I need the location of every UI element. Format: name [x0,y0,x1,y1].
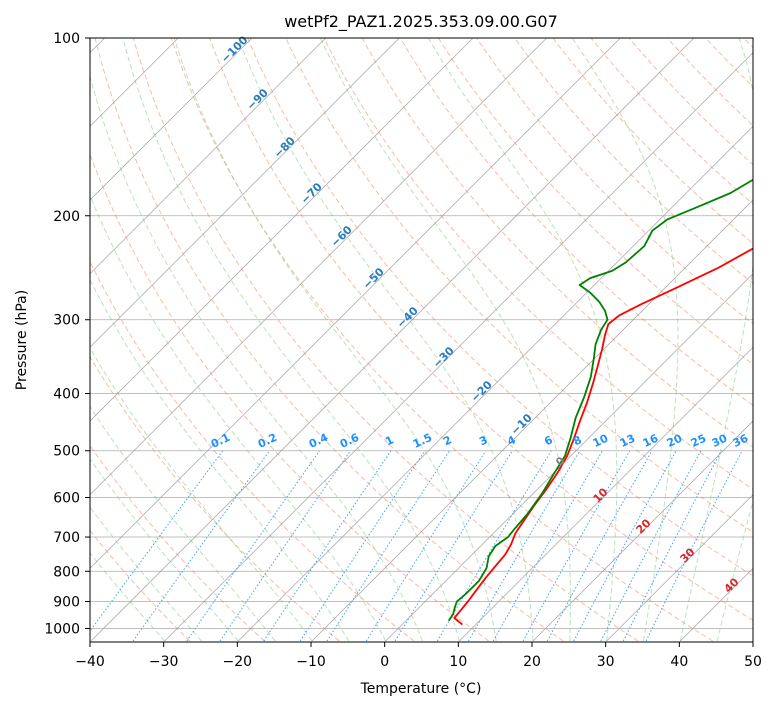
mixing-ratio-line [326,450,451,642]
profile-lines [447,178,753,626]
mixing-ratio-label: 30 [710,432,730,450]
dry-adiabat [285,38,753,533]
mixing-ratio-line [522,450,631,642]
isotherm [90,38,400,348]
x-tick-label: 50 [744,654,762,670]
moist-adiabat [122,38,460,642]
mixing-ratio-label: 16 [641,432,661,450]
moist-adiabat [716,499,753,642]
dry-adiabat [170,38,713,642]
x-tick-label: 30 [597,654,615,670]
isotherm [606,494,753,642]
mixing-ratio-line [365,450,487,642]
y-tick-label: 1000 [44,622,80,638]
isotherm [532,420,753,642]
isotherm [90,38,253,201]
mixing-ratio-label: 10 [591,432,611,450]
dewpoint-line [447,178,753,622]
y-tick-label: 400 [53,387,80,403]
mixing-ratio-line [492,450,603,642]
mixing-ratio-line [299,450,426,642]
moist-adiabat [237,38,534,642]
dry-adiabat [590,38,753,205]
isotherm [164,52,753,642]
moist-adiabat [173,38,497,642]
x-tick-label: −30 [149,654,179,670]
mixing-ratio-line [394,450,513,642]
mixing-ratio-label: 13 [618,432,637,450]
dry-adiabat [552,38,753,245]
isotherm [90,38,547,496]
x-tick-label: 0 [380,654,389,670]
mixing-ratio-line [186,450,321,642]
moist-adiabat [90,278,350,642]
dry-adiabat [247,38,753,577]
isotherm [311,199,753,642]
isotherm [238,125,753,642]
mixing-ratio-label: 20 [665,432,685,450]
y-tick-label: 300 [53,313,80,329]
y-tick-label: 900 [53,594,80,610]
axes: −40 −30 −20 −10 0 10 20 30 40 50 100 200 300 400 500 60… [44,31,762,670]
isotherm [90,38,474,422]
y-tick-label: 200 [53,209,80,225]
x-tick-label: 10 [449,654,467,670]
x-tick-label: −40 [75,654,105,670]
dry-adiabat [90,260,415,642]
x-tick-label: 40 [670,654,688,670]
dry-adiabat [399,38,753,407]
moist-adiabat [90,405,276,642]
chart-title: wetPf2_PAZ1.2025.353.09.00.G07 [284,12,558,32]
dry-adiabat [90,529,191,642]
isotherm [90,38,621,569]
y-tick-label: 800 [53,564,80,580]
isotherm [459,346,753,642]
isotherm [385,273,753,642]
moist-adiabat [679,38,753,642]
y-tick-label: 100 [53,31,80,47]
mixing-ratio-line [468,450,581,642]
moist-adiabat [90,74,423,642]
dry-adiabat [476,38,753,325]
mixing-ratio-line [132,450,271,642]
mixing-ratio-line [622,450,722,642]
moist-adiabat [319,38,572,642]
y-axis-label: Pressure (hPa) [14,290,30,390]
temperature-line [453,247,753,626]
y-tick-label: 700 [53,530,80,546]
x-tick-label: −10 [296,654,326,670]
dry-adiabat [437,38,753,365]
dry-adiabat [132,38,639,642]
dry-adiabat [209,38,753,621]
mixing-ratio-label: 25 [689,432,708,450]
isotherm [90,38,695,642]
x-tick-label: −20 [223,654,253,670]
mixing-ratio-line [645,450,743,642]
mixing-ratio-line [600,450,702,642]
x-tick-label: 20 [523,654,541,670]
isotherm [90,38,326,275]
y-tick-label: 600 [53,490,80,506]
y-tick-label: 500 [53,444,80,460]
mixing-ratio-label: 36 [731,432,751,450]
plot-frame [89,37,754,643]
moist-adiabat [90,458,239,642]
dry-adiabat [323,38,753,490]
mixing-ratio-line [90,450,224,632]
dry-adiabat [90,152,489,642]
mixing-ratio-line [573,450,677,642]
moist-adiabat [427,38,618,642]
skewt-background-lines [90,38,753,642]
x-axis-label: Temperature (°C) [360,681,482,697]
dry-adiabat [94,38,564,642]
moist-adiabat [90,193,387,642]
moist-adiabat [571,38,679,642]
